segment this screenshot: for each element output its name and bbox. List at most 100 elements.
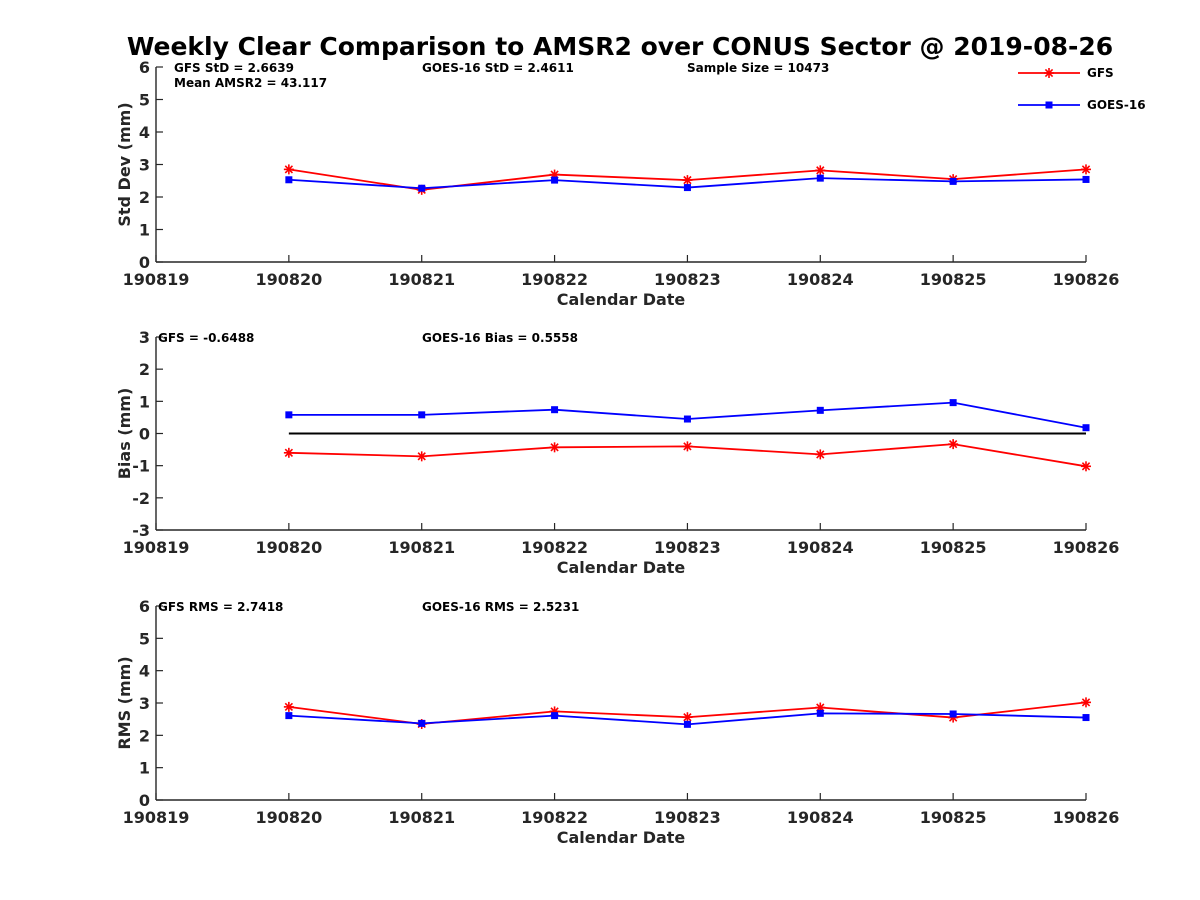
gfs-point	[815, 165, 826, 176]
goes-16-point	[683, 720, 691, 728]
goes-16-point	[551, 712, 559, 720]
gfs-point	[283, 164, 294, 175]
y-tick-label: 3	[139, 328, 150, 347]
y-tick-label: -3	[132, 521, 150, 540]
goes-16-point	[418, 719, 426, 727]
goes-16-series-line	[288, 401, 1087, 429]
gfs-point	[682, 175, 693, 186]
y-tick-label: 1	[139, 759, 150, 778]
x-axis-label: Calendar Date	[557, 290, 686, 309]
goes-16-point	[1082, 714, 1090, 722]
legend-marker-stroke	[1044, 68, 1054, 78]
gfs-point	[416, 451, 427, 462]
legend-marker	[1045, 101, 1053, 109]
y-tick-label: 6	[139, 597, 150, 616]
gfs-point-stroke	[683, 175, 692, 185]
stat-annotation: GOES-16 RMS = 2.5231	[422, 600, 579, 614]
stat-annotation: GOES-16 Bias = 0.5558	[422, 331, 578, 345]
goes-16-point	[949, 399, 957, 407]
goes-16-point	[949, 177, 957, 185]
goes-16-point	[285, 411, 293, 419]
x-tick-label: 190826	[1053, 538, 1120, 557]
goes-16-point	[551, 406, 559, 414]
y-tick-label: 4	[139, 662, 150, 681]
gfs-point-stroke	[816, 166, 825, 175]
subplot-3: 0 1 2 3 4 5 6 190819 190820 190821 190822 190823 190…	[115, 597, 1119, 847]
y-tick-label: 5	[139, 91, 150, 110]
legend: GFS GOES-16	[1018, 66, 1146, 112]
x-tick-label: 190819	[123, 808, 190, 827]
subplot-2: -3 -2 -1 0 1 2 3 190819 190820 190821 190822 190823…	[115, 328, 1119, 577]
goes-16-point	[418, 184, 426, 192]
x-tick-label: 190824	[787, 808, 854, 827]
goes-16-point	[816, 174, 824, 182]
x-tick-label: 190820	[255, 538, 322, 557]
y-tick-label: 0	[139, 791, 150, 810]
goes-16-point	[551, 176, 559, 184]
y-tick-label: 0	[139, 253, 150, 272]
y-axis-label: Std Dev (mm)	[115, 102, 134, 226]
y-tick-label: -1	[132, 457, 150, 476]
gfs-point	[682, 441, 693, 452]
y-axis-label: Bias (mm)	[115, 388, 134, 480]
y-tick-label: 1	[139, 392, 150, 411]
y-tick-label: 1	[139, 221, 150, 240]
x-tick-label: 190819	[123, 538, 190, 557]
x-tick-label: 190825	[920, 538, 987, 557]
gfs-point	[283, 701, 294, 712]
x-axis-label: Calendar Date	[557, 558, 686, 577]
gfs-point	[1081, 697, 1091, 708]
stat-annotation: GFS = -0.6488	[158, 331, 254, 345]
stat-annotation: GFS StD = 2.6639	[174, 61, 294, 75]
x-tick-label: 190821	[388, 808, 455, 827]
stat-annotation: Mean AMSR2 = 43.117	[174, 76, 327, 90]
x-tick-label: 190824	[787, 538, 854, 557]
y-tick-label: 6	[139, 58, 150, 77]
goes-16-point	[683, 415, 691, 423]
stat-annotation: Sample Size = 10473	[687, 61, 829, 75]
stat-annotation: GOES-16 StD = 2.4611	[422, 61, 574, 75]
gfs-point-stroke	[1081, 462, 1091, 471]
figure-title: Weekly Clear Comparison to AMSR2 over CO…	[127, 32, 1113, 61]
gfs-point	[1081, 164, 1091, 175]
y-tick-label: -2	[132, 489, 150, 508]
y-tick-label: 3	[139, 694, 150, 713]
goes-16-point	[1082, 424, 1090, 432]
y-tick-label: 4	[139, 123, 150, 142]
x-tick-label: 190823	[654, 538, 721, 557]
x-axis-label: Calendar Date	[557, 828, 686, 847]
x-tick-label: 190825	[920, 270, 987, 289]
x-tick-label: 190820	[255, 270, 322, 289]
x-tick-label: 190820	[255, 808, 322, 827]
goes-16-point	[949, 710, 957, 718]
legend-marker	[1044, 68, 1054, 78]
y-tick-label: 0	[139, 425, 150, 444]
gfs-point	[948, 439, 959, 450]
gfs-point-stroke	[284, 448, 294, 457]
x-tick-label: 190821	[388, 270, 455, 289]
x-tick-label: 190822	[521, 270, 588, 289]
x-tick-label: 190822	[521, 538, 588, 557]
x-tick-label: 190819	[123, 270, 190, 289]
goes-16-point	[285, 712, 293, 720]
gfs-point-stroke	[1081, 698, 1091, 707]
y-tick-label: 5	[139, 629, 150, 648]
y-tick-label: 2	[139, 726, 150, 745]
gfs-point-stroke	[683, 713, 692, 722]
legend-label: GFS	[1087, 66, 1114, 80]
goes-16-point	[816, 406, 824, 414]
x-tick-label: 190822	[521, 808, 588, 827]
x-tick-label: 190826	[1053, 808, 1120, 827]
legend-entry-goes-16: GOES-16	[1018, 98, 1146, 112]
x-tick-label: 190825	[920, 808, 987, 827]
x-tick-label: 190823	[654, 270, 721, 289]
subplots: 0 1 2 3 4 5 6 190819 190820 190821 190822 190823 190…	[115, 58, 1119, 847]
y-tick-label: 3	[139, 156, 150, 175]
gfs-point-stroke	[284, 702, 294, 712]
y-tick-label: 2	[139, 188, 150, 207]
goes-16-point	[418, 411, 426, 419]
y-axis-label: RMS (mm)	[115, 656, 134, 749]
gfs-point	[815, 449, 826, 460]
legend-entry-gfs: GFS	[1018, 66, 1114, 80]
